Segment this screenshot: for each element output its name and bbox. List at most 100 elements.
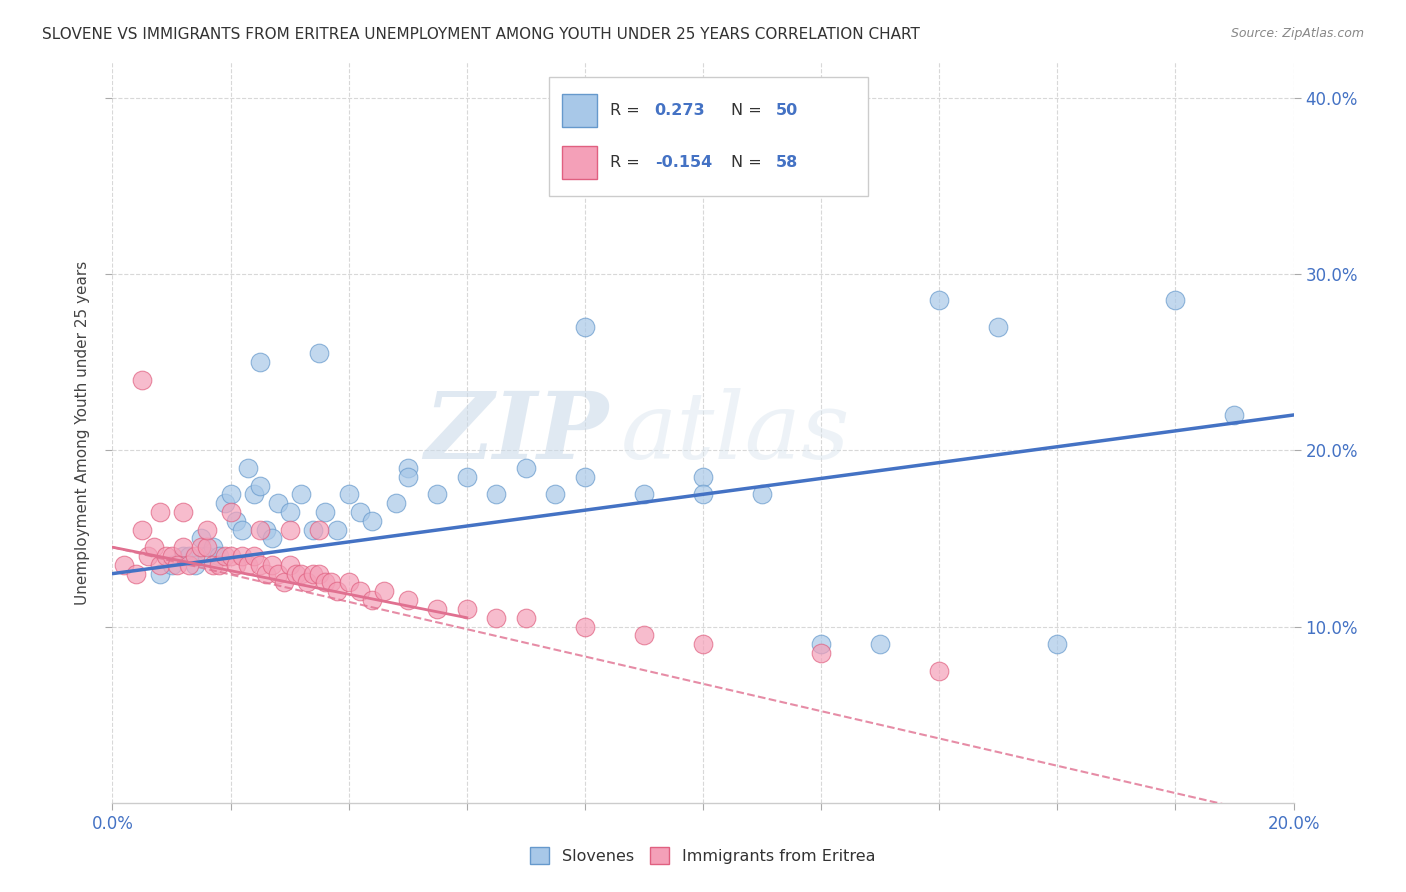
Point (515, 610, 537, 624)
Point (201, 558, 224, 572)
Point (249, 523, 271, 537)
Point (574, 619, 596, 633)
Point (456, 469, 478, 483)
Point (396, 461, 419, 475)
Point (574, 319, 596, 334)
Point (692, 487, 714, 501)
Point (219, 549, 242, 563)
Point (243, 549, 266, 563)
Point (260, 532, 283, 546)
Point (267, 496, 290, 510)
Point (136, 549, 159, 563)
Point (810, 646, 832, 660)
Point (131, 523, 153, 537)
Point (166, 558, 188, 572)
Point (179, 549, 201, 563)
Point (302, 523, 325, 537)
Point (172, 540, 194, 554)
Point (751, 487, 773, 501)
Point (243, 487, 266, 501)
Point (238, 558, 260, 572)
Point (112, 558, 135, 572)
Point (633, 628, 655, 642)
Point (349, 584, 371, 599)
Point (290, 566, 312, 581)
Point (302, 566, 325, 581)
Point (314, 575, 336, 590)
Point (219, 487, 242, 501)
Point (297, 575, 319, 590)
Point (349, 505, 371, 519)
Point (337, 487, 360, 501)
Point (633, 487, 655, 501)
Legend: Slovenes, Immigrants from Eritrea: Slovenes, Immigrants from Eritrea (526, 843, 880, 869)
Point (249, 558, 271, 572)
Point (155, 549, 177, 563)
Point (214, 549, 236, 563)
Point (142, 540, 165, 554)
Point (190, 540, 212, 554)
Point (179, 558, 201, 572)
Point (195, 523, 218, 537)
Point (149, 566, 172, 581)
Point (928, 664, 950, 678)
Point (249, 355, 271, 369)
Point (284, 566, 307, 581)
Point (208, 558, 231, 572)
Point (1223, 408, 1246, 422)
Point (515, 461, 537, 475)
Point (869, 637, 891, 651)
Point (254, 566, 277, 581)
Point (1164, 293, 1187, 308)
Point (544, 487, 567, 501)
Point (692, 469, 714, 483)
Point (928, 293, 950, 308)
Point (125, 566, 148, 581)
Point (160, 558, 183, 572)
Point (987, 319, 1010, 334)
Point (485, 610, 508, 624)
Point (172, 549, 194, 563)
Point (195, 549, 218, 563)
Point (385, 496, 408, 510)
Point (308, 346, 330, 360)
Point (278, 505, 301, 519)
Point (361, 514, 384, 528)
Point (131, 373, 153, 387)
Point (326, 584, 349, 599)
Point (195, 540, 218, 554)
Point (396, 469, 419, 483)
Point (254, 523, 277, 537)
Point (273, 575, 295, 590)
Point (326, 523, 349, 537)
Point (308, 566, 330, 581)
Point (260, 558, 283, 572)
Point (278, 558, 301, 572)
Point (308, 523, 330, 537)
Point (160, 549, 183, 563)
Point (201, 540, 224, 554)
Point (184, 558, 207, 572)
Point (267, 566, 290, 581)
Point (426, 602, 449, 616)
Text: Source: ZipAtlas.com: Source: ZipAtlas.com (1230, 27, 1364, 40)
Point (225, 514, 247, 528)
Point (574, 469, 596, 483)
Text: ZIP: ZIP (425, 388, 609, 477)
Point (225, 558, 247, 572)
Point (1046, 637, 1069, 651)
Text: SLOVENE VS IMMIGRANTS FROM ERITREA UNEMPLOYMENT AMONG YOUTH UNDER 25 YEARS CORRE: SLOVENE VS IMMIGRANTS FROM ERITREA UNEMP… (42, 27, 920, 42)
Point (485, 487, 508, 501)
Point (810, 637, 832, 651)
Point (278, 523, 301, 537)
Point (249, 478, 271, 492)
Point (231, 523, 253, 537)
Point (190, 532, 212, 546)
Point (337, 575, 360, 590)
Text: atlas: atlas (620, 388, 849, 477)
Point (290, 487, 312, 501)
Point (426, 487, 449, 501)
Point (219, 505, 242, 519)
Point (184, 549, 207, 563)
Y-axis label: Unemployment Among Youth under 25 years: Unemployment Among Youth under 25 years (75, 260, 90, 605)
